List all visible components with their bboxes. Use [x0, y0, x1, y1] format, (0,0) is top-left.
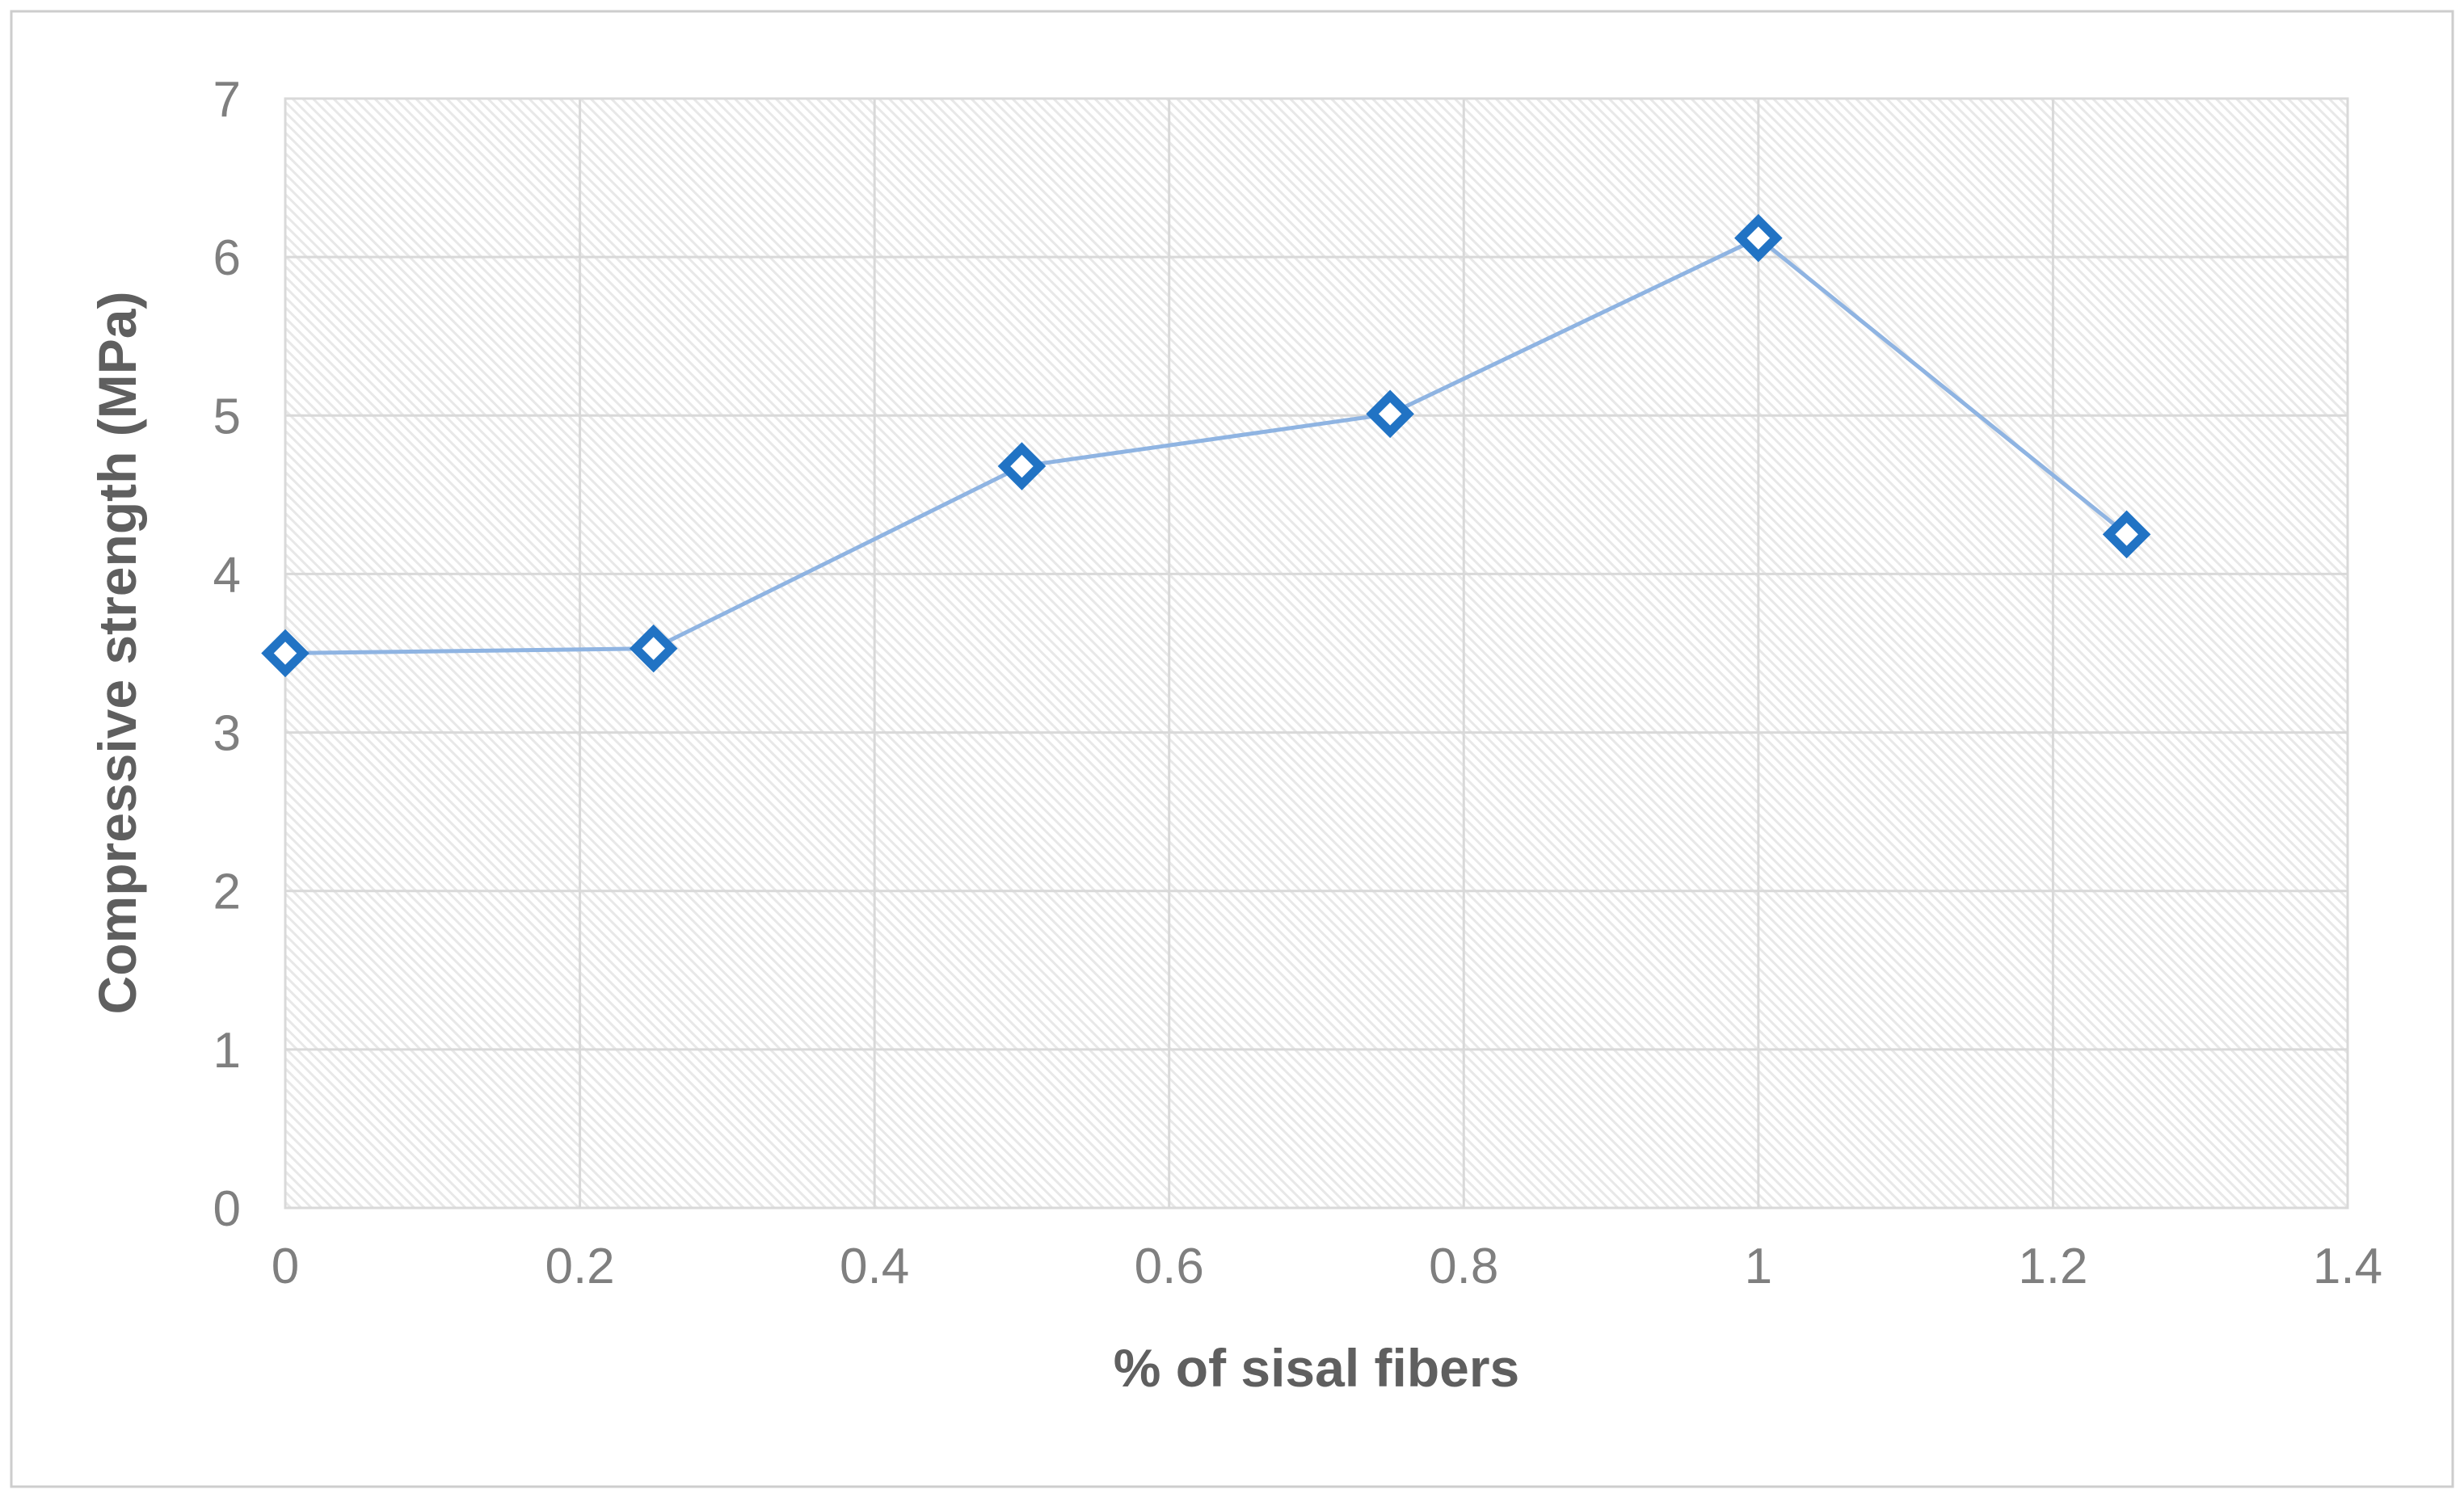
- plot-area: [285, 99, 2348, 1208]
- data-point-marker: [629, 624, 678, 673]
- y-tick-label: 5: [213, 389, 241, 444]
- x-tick-label: 0.4: [840, 1239, 909, 1294]
- y-tick-label: 6: [213, 230, 241, 286]
- data-point-marker: [1734, 213, 1783, 263]
- x-tick-label: 1.2: [2018, 1239, 2087, 1294]
- x-tick-label: 0.2: [545, 1239, 614, 1294]
- y-tick-label: 4: [213, 547, 241, 603]
- data-point-marker: [2102, 510, 2151, 559]
- tick-labels: 0 0.2 0.4 0.6 0.8 1 1.2 1.4 0 1 2 3 4 5 6 7: [213, 72, 2383, 1294]
- data-point-marker: [261, 629, 310, 678]
- y-tick-label: 7: [213, 72, 241, 128]
- series-line: [284, 236, 2129, 655]
- x-tick-label: 1.4: [2313, 1239, 2382, 1294]
- series-layer: [261, 213, 2151, 678]
- x-tick-label: 0.6: [1135, 1239, 1204, 1294]
- x-tick-label: 1: [1745, 1239, 1772, 1294]
- data-point-marker: [1366, 389, 1414, 439]
- x-tick-label: 0.8: [1429, 1239, 1498, 1294]
- y-tick-label: 2: [213, 865, 241, 920]
- x-axis-title: % of sisal fibers: [1114, 1338, 1520, 1398]
- y-tick-label: 0: [213, 1181, 241, 1237]
- y-tick-label: 1: [213, 1023, 241, 1079]
- y-tick-label: 3: [213, 706, 241, 762]
- data-point-marker: [997, 442, 1047, 490]
- y-axis-title: Compressive strength (MPa): [87, 292, 147, 1015]
- x-tick-label: 0: [272, 1239, 299, 1294]
